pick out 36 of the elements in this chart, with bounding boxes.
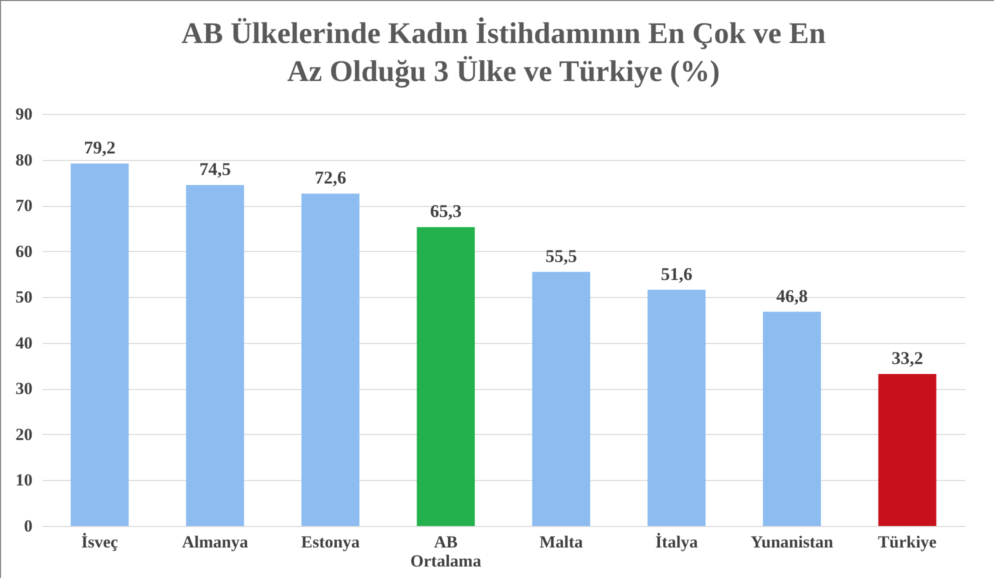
- bar: [416, 227, 475, 526]
- y-tick-label: 10: [16, 470, 32, 490]
- bar: [186, 184, 244, 526]
- y-tick-label: 40: [16, 333, 32, 352]
- x-tick-label: Malta: [539, 532, 584, 552]
- x-tick-label: Yunanistan: [750, 532, 834, 552]
- bar: [532, 272, 590, 526]
- y-tick-label: 20: [16, 424, 32, 444]
- bar: [878, 374, 936, 526]
- bar: [762, 312, 821, 526]
- data-label: 33,2: [892, 348, 924, 368]
- y-tick-label: 60: [16, 242, 32, 261]
- data-label: 55,5: [545, 246, 577, 266]
- x-tick-label: Almanya: [182, 532, 249, 552]
- data-label: 51,6: [660, 264, 692, 284]
- y-tick-label: 0: [24, 516, 32, 536]
- x-tick-label: Türkiye: [878, 532, 938, 552]
- bar: [648, 290, 706, 526]
- data-label: 79,2: [84, 137, 116, 158]
- text: AB Ülkelerinde Kadın İstihdamının En Çok ve En: [181, 17, 826, 50]
- x-tick-label: İtalya: [655, 532, 698, 552]
- x-tick-label: Estonya: [301, 532, 360, 552]
- bar: [70, 163, 129, 526]
- bar: [301, 194, 360, 526]
- y-tick-label: 70: [16, 196, 32, 216]
- y-tick-label: 50: [16, 288, 32, 307]
- y-tick-label: 90: [16, 104, 32, 124]
- x-tick-label: AB Ortalama: [410, 532, 482, 570]
- y-tick-label: 30: [16, 379, 32, 398]
- data-label: 46,8: [776, 286, 808, 306]
- y-tick-label: 80: [16, 150, 32, 170]
- x-tick-label: İsveç: [81, 532, 119, 552]
- data-label: 72,6: [314, 168, 346, 188]
- data-label: 65,3: [430, 201, 462, 222]
- text: Az Olduğu 3 Ülke ve Türkiye (%): [287, 55, 720, 88]
- data-label: 74,5: [199, 158, 231, 179]
